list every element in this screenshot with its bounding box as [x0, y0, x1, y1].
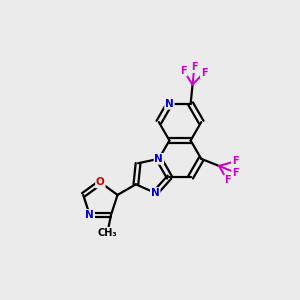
- Text: N: N: [85, 210, 94, 220]
- Text: F: F: [191, 62, 198, 72]
- Text: CH₃: CH₃: [98, 228, 117, 238]
- Text: F: F: [224, 176, 231, 185]
- Text: O: O: [96, 178, 105, 188]
- Text: N: N: [165, 99, 174, 109]
- Text: F: F: [180, 65, 187, 76]
- Text: F: F: [232, 156, 238, 166]
- Text: N: N: [154, 154, 163, 164]
- Text: F: F: [232, 167, 239, 178]
- Text: N: N: [151, 188, 160, 198]
- Text: F: F: [201, 68, 207, 78]
